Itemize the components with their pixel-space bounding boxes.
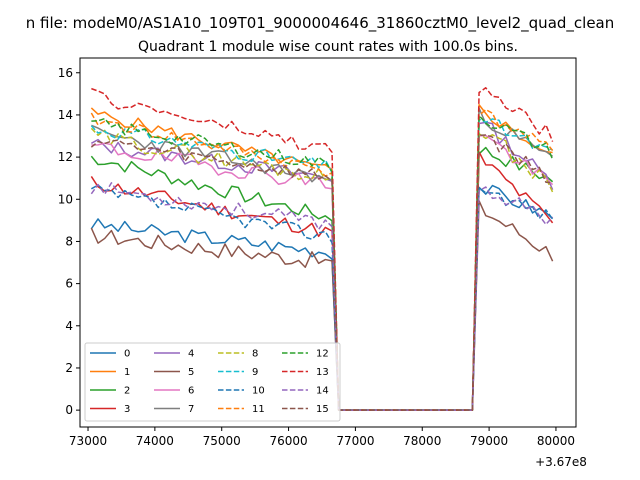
legend-label-5: 5 [188,367,194,378]
x-offset-label: +3.67e8 [535,455,587,469]
chart-title: Quadrant 1 module wise count rates with … [138,39,518,55]
series-layer [90,87,554,411]
y-tick-label: 8 [65,234,73,248]
legend-label-7: 7 [188,404,194,415]
figure-suptitle: n file: modeM0/AS1A10_109T01_9000004646_… [26,14,615,33]
series-line-module-15 [90,134,553,411]
legend-label-15: 15 [316,404,329,415]
y-tick-label: 12 [58,150,73,164]
y-tick-label: 14 [58,108,73,122]
legend-label-6: 6 [188,386,194,397]
legend-label-12: 12 [316,349,329,360]
y-tick-label: 10 [58,192,73,206]
series-line-module-5 [90,200,554,411]
series-line-module-14 [90,182,554,411]
legend-label-3: 3 [124,404,130,415]
y-tick-label: 0 [65,403,73,417]
legend-label-8: 8 [252,349,258,360]
x-tick-label: 80000 [537,434,575,448]
legend-label-9: 9 [252,367,258,378]
legend-label-4: 4 [188,349,194,360]
x-tick-label: 79000 [470,434,508,448]
series-line-module-12 [91,114,554,411]
series-line-module-9 [90,118,553,411]
legend-frame [84,342,341,422]
plot-frame [79,57,577,428]
y-tick-label: 16 [58,66,73,80]
y-axis: 0 2 4 6 8 10 12 14 16 [58,66,80,417]
y-tick-label: 6 [65,277,73,291]
x-tick-label: 75000 [203,434,241,448]
legend-label-11: 11 [252,404,265,415]
y-tick-label: 4 [65,319,73,333]
legend-label-1: 1 [124,367,130,378]
x-tick-label: 74000 [136,434,174,448]
series-line-module-1 [90,104,553,411]
series-line-module-11 [90,108,554,411]
x-axis: 73000 74000 75000 76000 77000 78000 79000 80000 [69,427,575,448]
series-line-module-2 [90,146,554,411]
series-line-module-13 [91,87,554,411]
series-line-module-3 [90,151,554,411]
x-tick-label: 73000 [69,434,107,448]
x-tick-label: 76000 [269,434,307,448]
legend-label-13: 13 [316,367,329,378]
series-line-module-0 [90,184,554,411]
x-tick-label: 77000 [336,434,374,448]
legend-label-2: 2 [124,386,130,397]
y-tick-label: 2 [65,361,73,375]
legend-label-0: 0 [124,349,130,360]
series-line-module-10 [90,184,554,411]
x-tick-label: 78000 [403,434,441,448]
legend-label-14: 14 [316,386,329,397]
legend-label-10: 10 [252,386,265,397]
